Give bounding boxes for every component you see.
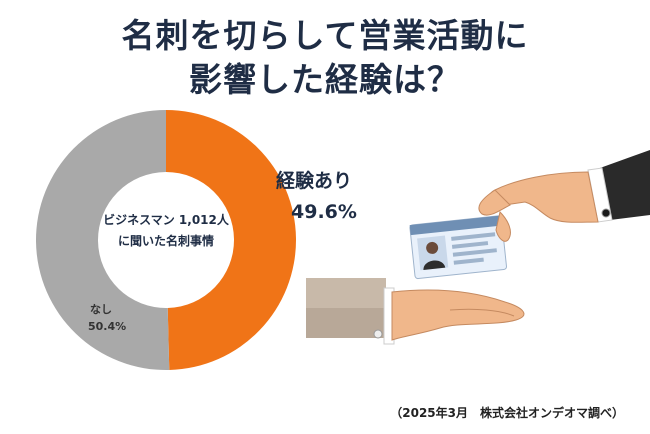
slice-label-none: なし [90, 303, 112, 316]
chart-title-line2: 影響した経験は？ [189, 60, 461, 99]
donut-center-label: ビジネスマン 1,012人 に聞いた名刺事情 [102, 210, 230, 252]
slice-label-experience: 経験あり [276, 170, 353, 192]
center-label-line1: ビジネスマン 1,012人 [103, 213, 229, 227]
business-card-exchange-hands-icon [306, 150, 650, 345]
source-note: （2025年3月 株式会社オンデオマ調べ） [390, 406, 624, 420]
chart-title: 名刺を切らして営業活動に 影響した経験は？ [0, 14, 650, 102]
slice-value-none: 50.4% [88, 320, 127, 333]
slice-value-experience: 49.6% [291, 201, 357, 223]
center-label-line2: に聞いた名刺事情 [117, 234, 214, 248]
chart-title-line1: 名刺を切らして営業活動に [121, 16, 529, 55]
donut-slice-none [35, 110, 170, 370]
donut-slice-experience [166, 110, 296, 370]
